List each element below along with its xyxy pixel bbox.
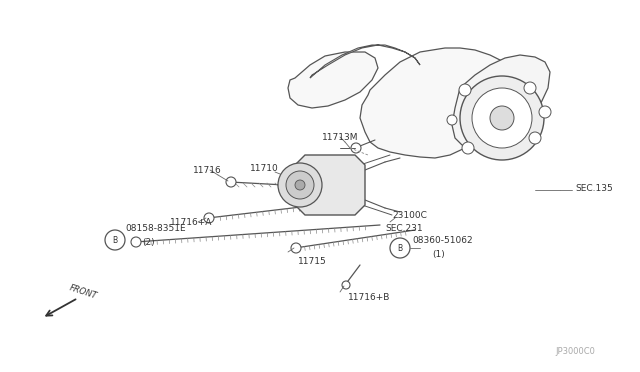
Text: B: B: [113, 235, 118, 244]
Text: B: B: [397, 244, 403, 253]
Polygon shape: [310, 45, 420, 78]
Circle shape: [283, 171, 297, 185]
Circle shape: [291, 243, 301, 253]
Text: 11716: 11716: [193, 166, 221, 174]
Text: FRONT: FRONT: [68, 283, 98, 301]
Text: (2): (2): [142, 237, 155, 247]
Text: 11715: 11715: [298, 257, 327, 266]
Text: 11710: 11710: [250, 164, 279, 173]
Circle shape: [278, 163, 322, 207]
Text: 23100C: 23100C: [392, 211, 427, 219]
Circle shape: [460, 76, 544, 160]
Circle shape: [462, 142, 474, 154]
Polygon shape: [452, 55, 550, 148]
Circle shape: [105, 230, 125, 250]
Circle shape: [472, 88, 532, 148]
Circle shape: [390, 238, 410, 258]
Circle shape: [295, 180, 305, 190]
Polygon shape: [288, 52, 378, 108]
Text: 11713M: 11713M: [322, 132, 358, 141]
Circle shape: [524, 82, 536, 94]
Polygon shape: [295, 155, 365, 215]
Text: 11716+B: 11716+B: [348, 294, 390, 302]
Circle shape: [287, 175, 293, 181]
Circle shape: [539, 106, 551, 118]
Text: (1): (1): [432, 250, 445, 259]
Circle shape: [490, 106, 514, 130]
Circle shape: [529, 132, 541, 144]
Circle shape: [226, 177, 236, 187]
Text: 11716+A: 11716+A: [170, 218, 212, 227]
Text: 08158-8351E: 08158-8351E: [125, 224, 186, 232]
Text: 08360-51062: 08360-51062: [412, 235, 472, 244]
Circle shape: [342, 281, 350, 289]
Circle shape: [131, 237, 141, 247]
Circle shape: [286, 171, 314, 199]
Text: JP3000C0: JP3000C0: [555, 347, 595, 356]
Text: SEC.135: SEC.135: [575, 183, 612, 192]
Circle shape: [204, 213, 214, 223]
Text: SEC.231: SEC.231: [385, 224, 422, 232]
Circle shape: [351, 143, 361, 153]
Circle shape: [459, 84, 471, 96]
Polygon shape: [360, 48, 515, 158]
Circle shape: [447, 115, 457, 125]
